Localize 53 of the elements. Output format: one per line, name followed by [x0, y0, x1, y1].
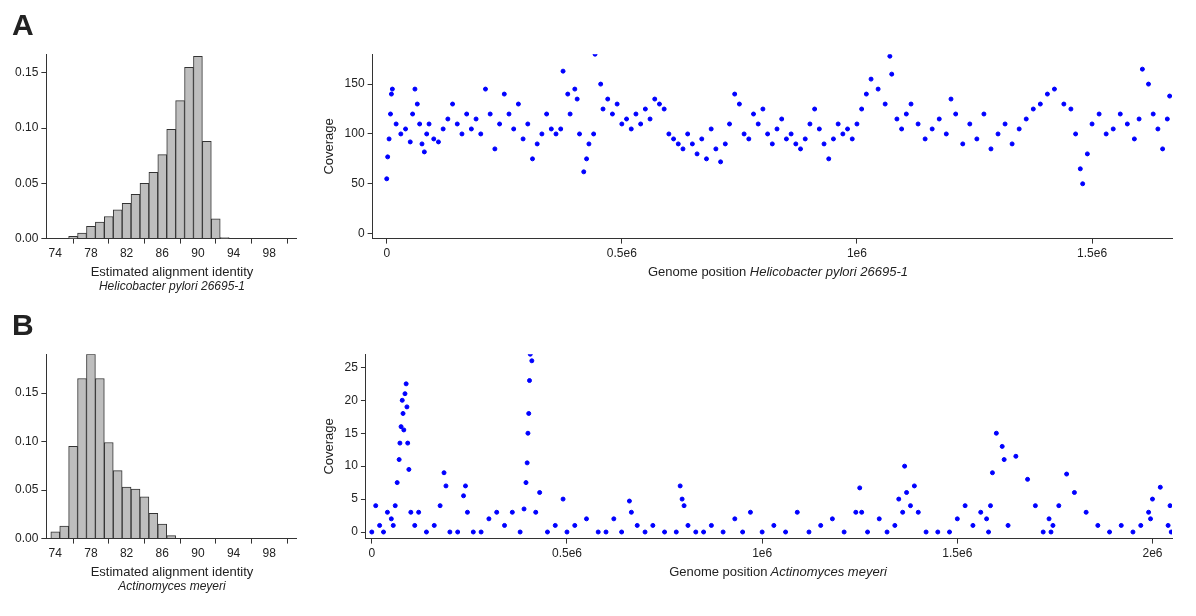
x-tick-label: 82	[119, 246, 134, 261]
y-tick-label: 0	[357, 225, 365, 240]
text: Helicobacter pylori 26695-1	[748, 264, 909, 279]
x-tick-label: 78	[84, 546, 98, 561]
y-tick-label: 100	[344, 126, 365, 141]
x-axis-title: Estimated alignment identity	[90, 564, 254, 579]
x-tick-label: 86	[155, 246, 170, 261]
y-tick-label: 0.10	[15, 433, 39, 448]
x-tick-label: 1.5e6	[1077, 246, 1108, 261]
x-tick-label: 98	[262, 546, 277, 561]
x-tick-label: 1e6	[846, 246, 868, 261]
y-tick-label: 0.05	[15, 175, 39, 190]
x-axis-title: Estimated alignment identity	[90, 264, 254, 279]
x-tick-label: 0	[368, 546, 376, 561]
y-tick-label: 0	[351, 524, 359, 539]
x-tick-label: 0.5e6	[606, 246, 638, 261]
text: Actinomyces meyeri	[769, 564, 887, 579]
x-tick-label: 0	[383, 246, 391, 261]
y-tick-label: 0.10	[15, 120, 39, 135]
x-tick-label: 78	[84, 246, 98, 261]
x-axis-title: Genome position	[647, 264, 747, 279]
x-tick-label: 94	[226, 546, 241, 561]
y-tick-label: 5	[351, 491, 359, 506]
x-tick-label: 1.5e6	[942, 546, 973, 561]
x-tick-label: 2e6	[1142, 546, 1163, 561]
y-tick-label: 10	[344, 458, 359, 473]
x-tick-label: 74	[48, 546, 63, 561]
y-tick-label: 0.15	[15, 385, 39, 400]
y-tick-label: 15	[344, 425, 359, 440]
x-tick-label: 94	[226, 246, 241, 261]
x-tick-label: 90	[191, 546, 205, 561]
y-tick-label: 150	[344, 76, 365, 91]
y-tick-label: 0.15	[15, 65, 39, 80]
y-tick-label: 0.00	[15, 530, 39, 545]
y-axis-title: Coverage	[321, 118, 337, 175]
x-tick-label: 74	[48, 246, 63, 261]
x-tick-label: 90	[191, 246, 205, 261]
x-tick-label: 82	[119, 546, 134, 561]
text: Actinomyces meyeri	[117, 579, 227, 593]
x-tick-label: 0.5e6	[551, 546, 583, 561]
y-tick-label: 20	[344, 392, 359, 407]
x-axis-title: Genome position	[669, 564, 768, 579]
y-tick-label: 50	[351, 176, 365, 191]
x-tick-label: 1e6	[752, 546, 773, 561]
x-tick-label: 98	[262, 246, 277, 261]
x-tick-label: 86	[155, 546, 170, 561]
y-tick-label: 0.05	[15, 482, 39, 497]
y-tick-label: 0.00	[15, 230, 39, 245]
chart-title: A	[12, 8, 35, 43]
text: Helicobacter pylori 26695-1	[97, 279, 247, 293]
y-axis-title: Coverage	[321, 418, 337, 475]
chart-title: B	[12, 308, 35, 343]
y-tick-label: 25	[344, 359, 359, 374]
